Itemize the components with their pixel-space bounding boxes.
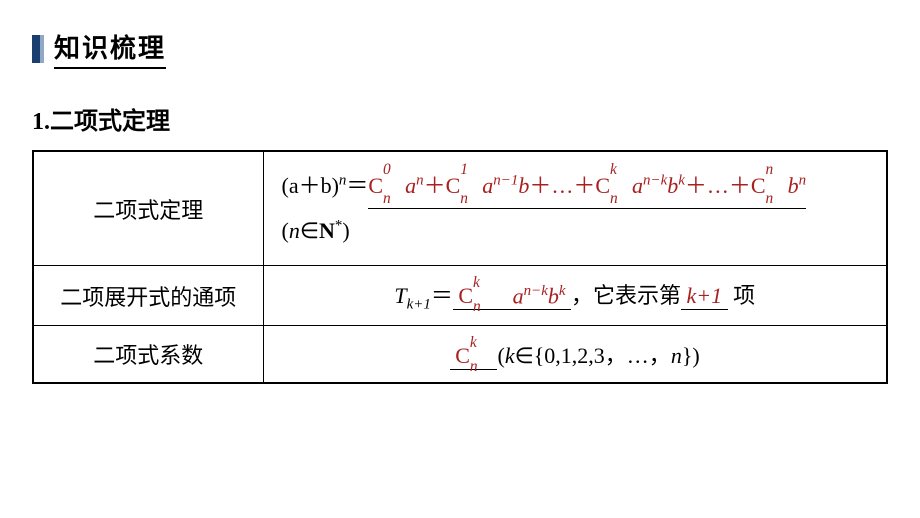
- row-general-term: 二项展开式的通项 Tk+1＝ Cknan−kbk ，它表示第 k+1 项: [33, 266, 887, 326]
- expansion: C0nan＋C1nan−1b＋…＋Cknan−kbk＋…＋Cnnbn: [368, 164, 806, 209]
- theorem-table: 二项式定理 (a＋b)n＝C0nan＋C1nan−1b＋…＋Cknan−kbk＋…: [32, 150, 888, 384]
- label-theorem: 二项式定理: [33, 151, 263, 266]
- k-plus-1: k+1: [681, 283, 728, 310]
- row-theorem: 二项式定理 (a＋b)n＝C0nan＋C1nan−1b＋…＋Cknan−kbk＋…: [33, 151, 887, 266]
- condition: (n∈N*): [282, 218, 350, 243]
- marker-bar-light: [40, 35, 44, 63]
- general-term-formula: Cknan−kbk: [453, 283, 571, 310]
- coef-cond: (k∈{0,1,2,3，…，n}): [497, 343, 699, 368]
- mid-text: ，它表示第: [571, 283, 681, 308]
- T-symbol: T: [394, 283, 406, 308]
- label-coefficient: 二项式系数: [33, 326, 263, 384]
- content-coefficient: Ckn (k∈{0,1,2,3，…，n}): [263, 326, 887, 384]
- section-header: 知识梳理: [32, 28, 888, 69]
- lhs: (a＋b)n: [282, 173, 347, 198]
- eq2: ＝: [431, 283, 453, 308]
- T-sub: k+1: [407, 296, 431, 312]
- eq: ＝: [346, 173, 368, 198]
- marker-bar-dark: [32, 35, 40, 63]
- coef-Cnk: Ckn: [450, 343, 498, 370]
- row-coefficient: 二项式系数 Ckn (k∈{0,1,2,3，…，n}): [33, 326, 887, 384]
- content-general-term: Tk+1＝ Cknan−kbk ，它表示第 k+1 项: [263, 266, 887, 326]
- tail-text: 项: [728, 283, 756, 308]
- section-marker: [32, 35, 44, 63]
- label-general-term: 二项展开式的通项: [33, 266, 263, 326]
- content-theorem: (a＋b)n＝C0nan＋C1nan−1b＋…＋Cknan−kbk＋…＋Cnnb…: [263, 151, 887, 266]
- section-title: 知识梳理: [54, 28, 166, 69]
- sub-heading: 1.二项式定理: [32, 101, 888, 136]
